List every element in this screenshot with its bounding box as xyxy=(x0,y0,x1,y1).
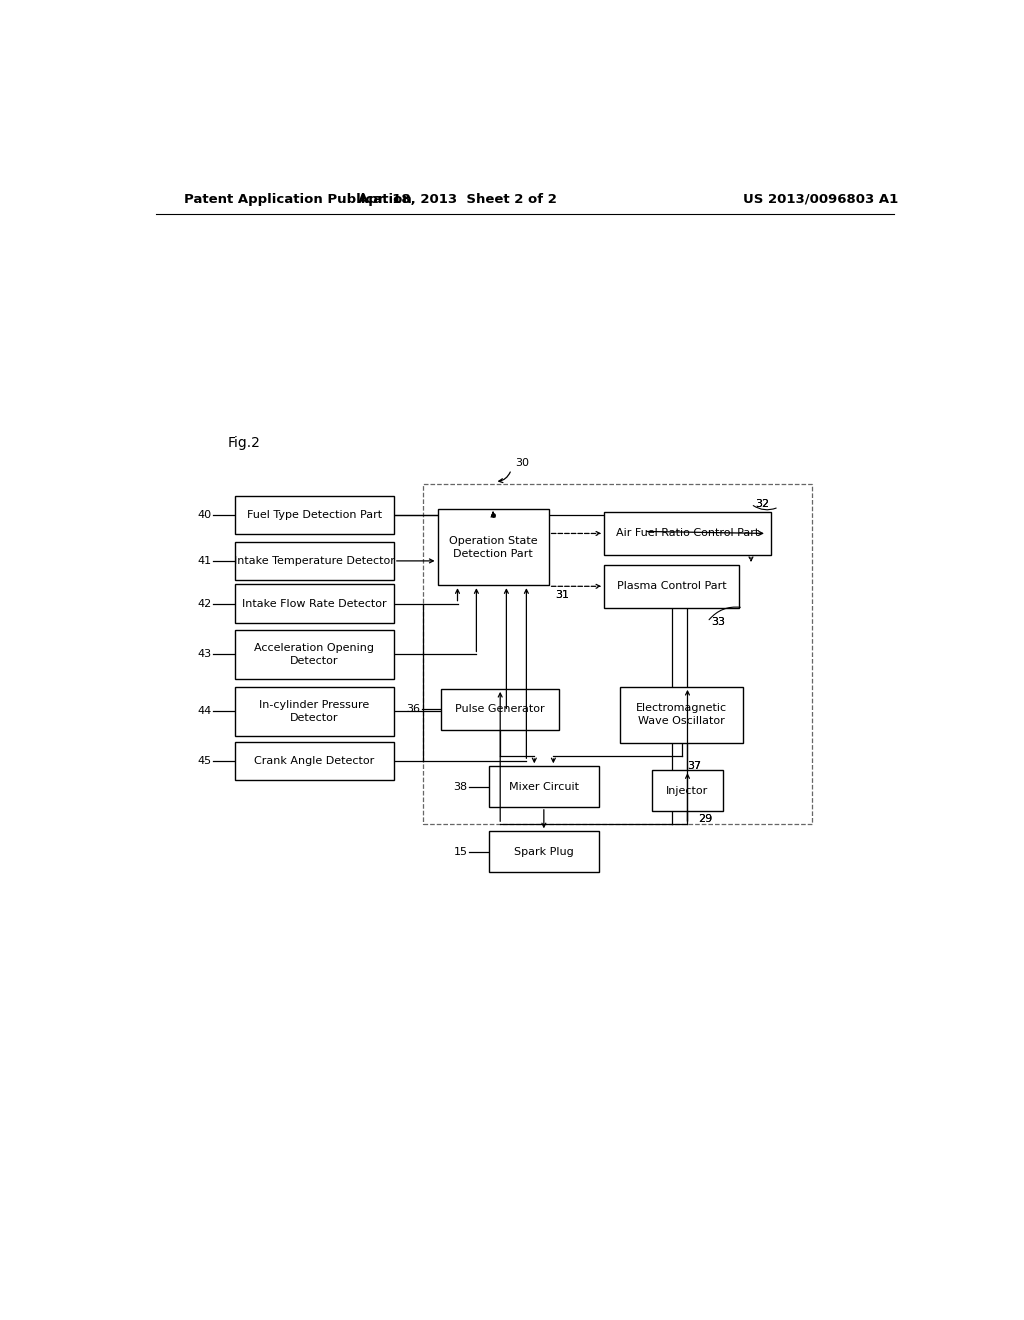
Text: 44: 44 xyxy=(197,706,211,717)
Text: Electromagnetic
Wave Oscillator: Electromagnetic Wave Oscillator xyxy=(636,704,727,726)
Text: Air Fuel Ratio Control Part: Air Fuel Ratio Control Part xyxy=(615,528,759,539)
Text: Spark Plug: Spark Plug xyxy=(514,846,573,857)
FancyBboxPatch shape xyxy=(423,483,812,824)
FancyBboxPatch shape xyxy=(652,771,723,810)
FancyBboxPatch shape xyxy=(441,689,559,730)
Text: 31: 31 xyxy=(555,590,569,601)
Text: 38: 38 xyxy=(454,781,468,792)
FancyBboxPatch shape xyxy=(489,832,599,873)
Text: 40: 40 xyxy=(198,510,211,520)
Text: 41: 41 xyxy=(198,556,211,566)
FancyBboxPatch shape xyxy=(604,565,739,607)
FancyArrowPatch shape xyxy=(709,607,740,619)
FancyBboxPatch shape xyxy=(604,512,771,554)
FancyBboxPatch shape xyxy=(236,585,394,623)
Text: Patent Application Publication: Patent Application Publication xyxy=(183,193,412,206)
Text: 32: 32 xyxy=(755,499,769,510)
FancyBboxPatch shape xyxy=(620,686,743,743)
Text: 37: 37 xyxy=(687,762,701,771)
Text: 15: 15 xyxy=(454,846,468,857)
Text: Intake Temperature Detector: Intake Temperature Detector xyxy=(234,556,395,566)
Text: 42: 42 xyxy=(197,598,211,609)
Text: 29: 29 xyxy=(697,814,712,824)
Text: 31: 31 xyxy=(555,590,569,601)
Text: Operation State
Detection Part: Operation State Detection Part xyxy=(449,536,538,558)
Text: 32: 32 xyxy=(755,499,769,510)
Text: 45: 45 xyxy=(198,756,211,766)
FancyArrowPatch shape xyxy=(754,506,776,510)
Text: 37: 37 xyxy=(687,762,701,771)
Text: Crank Angle Detector: Crank Angle Detector xyxy=(254,756,375,766)
Text: Intake Flow Rate Detector: Intake Flow Rate Detector xyxy=(243,598,387,609)
Text: Mixer Circuit: Mixer Circuit xyxy=(509,781,579,792)
Text: 33: 33 xyxy=(712,616,725,627)
Text: 29: 29 xyxy=(697,814,712,824)
FancyBboxPatch shape xyxy=(437,510,549,585)
Text: Acceleration Opening
Detector: Acceleration Opening Detector xyxy=(255,643,375,665)
Text: Apr. 18, 2013  Sheet 2 of 2: Apr. 18, 2013 Sheet 2 of 2 xyxy=(358,193,557,206)
FancyBboxPatch shape xyxy=(489,766,599,807)
Text: Plasma Control Part: Plasma Control Part xyxy=(616,581,726,591)
FancyArrowPatch shape xyxy=(499,473,510,483)
Text: In-cylinder Pressure
Detector: In-cylinder Pressure Detector xyxy=(259,700,370,723)
Text: US 2013/0096803 A1: US 2013/0096803 A1 xyxy=(742,193,898,206)
Text: Fig.2: Fig.2 xyxy=(227,436,260,450)
Text: 30: 30 xyxy=(515,458,529,469)
FancyBboxPatch shape xyxy=(236,686,394,735)
FancyBboxPatch shape xyxy=(236,496,394,535)
Text: 36: 36 xyxy=(407,705,420,714)
Text: 33: 33 xyxy=(712,616,725,627)
FancyBboxPatch shape xyxy=(236,541,394,581)
Text: Fuel Type Detection Part: Fuel Type Detection Part xyxy=(247,510,382,520)
Text: Injector: Injector xyxy=(667,785,709,796)
FancyBboxPatch shape xyxy=(236,742,394,780)
Text: Pulse Generator: Pulse Generator xyxy=(456,705,545,714)
Text: 43: 43 xyxy=(198,649,211,660)
FancyBboxPatch shape xyxy=(236,630,394,678)
